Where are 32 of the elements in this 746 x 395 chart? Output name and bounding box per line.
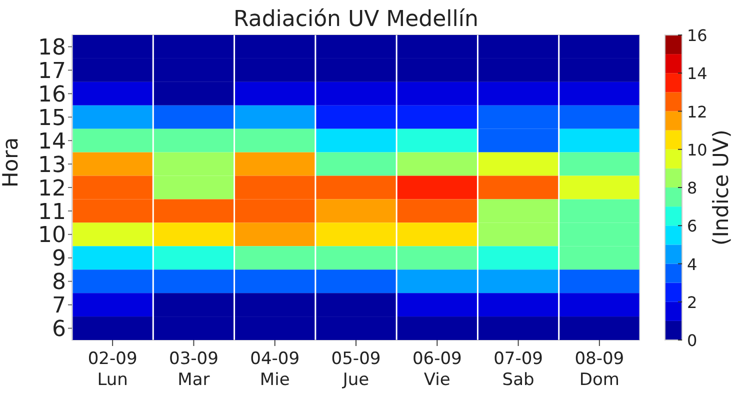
- y-tick-label: 17: [38, 59, 66, 84]
- x-tick-label: 05-09 Jue: [331, 349, 381, 390]
- color-bar-label: 4: [687, 254, 698, 274]
- y-tick-label: 9: [52, 246, 66, 272]
- y-tick-label: 14: [38, 129, 66, 154]
- y-tick-label: 7: [52, 294, 66, 319]
- y-tick-label: 18: [38, 36, 66, 61]
- x-tick-label: 04-09 Mie: [250, 349, 300, 390]
- y-axis-title: Hora: [0, 137, 22, 188]
- color-bar-label: 16: [687, 26, 708, 45]
- y-tick-label: 10: [38, 223, 66, 248]
- color-bar-label: 8: [687, 178, 698, 198]
- x-tick-label: 03-09 Mar: [169, 349, 218, 390]
- color-bar-title: (Indice UV): [709, 130, 733, 246]
- color-bar-label: 2: [687, 292, 698, 312]
- y-tick-label: 11: [38, 200, 66, 225]
- y-tick-label: 6: [52, 317, 66, 342]
- color-bar-label: 12: [687, 102, 708, 122]
- x-tick-label: 06-09 Vie: [412, 349, 462, 390]
- color-bar-label: 14: [687, 64, 708, 84]
- y-tick-label: 15: [38, 106, 66, 131]
- chart-title: Radiación UV Medellín: [234, 7, 478, 32]
- y-tick-label: 13: [38, 152, 66, 178]
- color-bar-label: 10: [687, 140, 708, 160]
- x-tick-label: 08-09 Dom: [574, 349, 624, 390]
- y-tick-label: 12: [38, 176, 66, 202]
- color-bar-label: 0: [687, 331, 698, 350]
- color-bar-label: 6: [687, 216, 698, 236]
- x-tick-label: 02-09 Lun: [88, 349, 138, 390]
- y-tick-label: 8: [52, 270, 66, 296]
- x-tick-label: 07-09 Sab: [494, 349, 543, 390]
- y-tick-label: 16: [38, 82, 66, 108]
